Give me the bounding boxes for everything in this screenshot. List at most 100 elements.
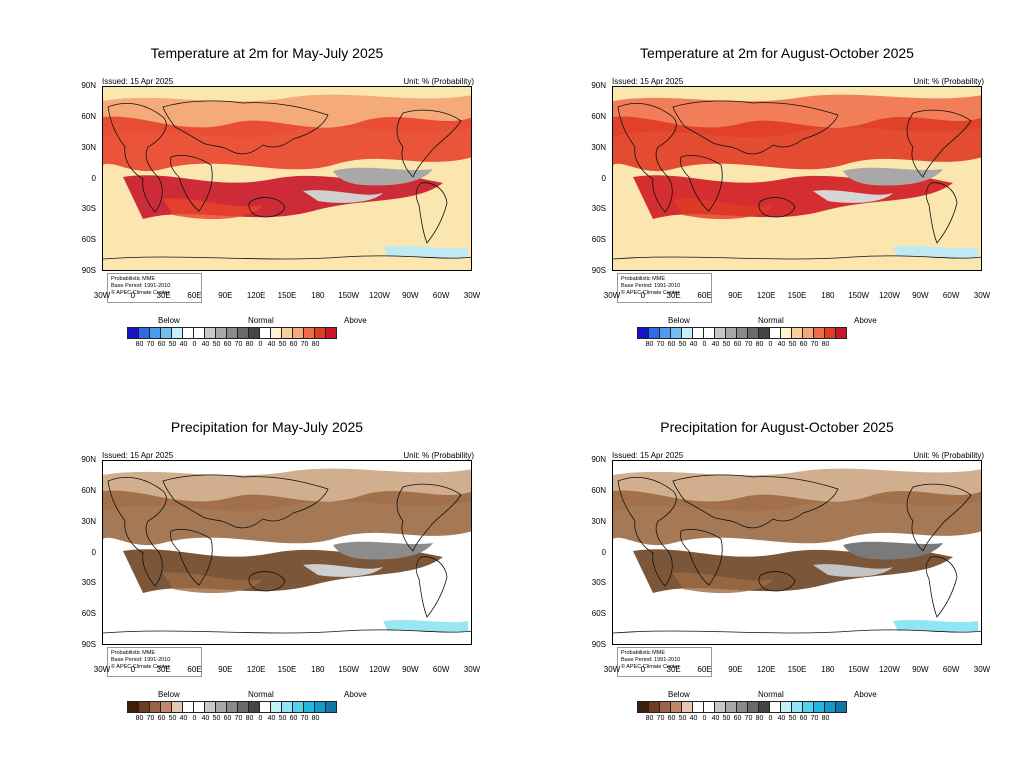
lat-label: 90N bbox=[591, 81, 606, 90]
colorbar-normal-label: Normal bbox=[248, 316, 274, 325]
colorbar-tick: 70 bbox=[146, 715, 155, 722]
colorbar-tick: 60 bbox=[223, 715, 232, 722]
colorbar-tick: 0 bbox=[768, 341, 773, 348]
lat-label: 0 bbox=[601, 547, 606, 557]
colorbar-normal-label: Normal bbox=[758, 316, 784, 325]
colorbar-tick: 40 bbox=[689, 715, 698, 722]
colorbar-normal-label: Normal bbox=[758, 690, 784, 699]
lon-label: 30E bbox=[666, 665, 681, 674]
colorbar-above-label: Above bbox=[854, 316, 877, 325]
colorbar-tick: 50 bbox=[788, 715, 797, 722]
colorbar-tick: 40 bbox=[777, 715, 786, 722]
colorbar-tick: 80 bbox=[645, 341, 654, 348]
lon-label: 180 bbox=[311, 665, 325, 674]
lon-label: 150W bbox=[848, 291, 870, 300]
colorbar-tick: 40 bbox=[711, 341, 720, 348]
colorbar-tick: 0 bbox=[702, 341, 707, 348]
lon-label: 150E bbox=[277, 665, 297, 674]
unit-label: Unit: % (Probability) bbox=[913, 451, 984, 460]
lon-label: 0 bbox=[130, 291, 136, 300]
issued-date: Issued: 15 Apr 2025 bbox=[102, 77, 174, 86]
legend-line-2: Base Period: 1991-2010 bbox=[111, 657, 171, 663]
colorbar-tick: 60 bbox=[667, 341, 676, 348]
colorbar-tick: 60 bbox=[157, 341, 166, 348]
lon-label: 150E bbox=[787, 291, 807, 300]
lon-label: 0 bbox=[640, 665, 646, 674]
colorbar-ticks: 80 70 60 50 40 0 40 50 60 70 80 0 40 50 60 70 80 bbox=[644, 341, 831, 348]
colorbar-tick: 60 bbox=[733, 715, 742, 722]
lon-label: 0 bbox=[130, 665, 136, 674]
colorbar-tick: 60 bbox=[799, 715, 808, 722]
colorbar-ticks: 80 70 60 50 40 0 40 50 60 70 80 0 40 50 60 70 80 bbox=[134, 341, 321, 348]
colorbar bbox=[637, 327, 847, 339]
panel-title: Precipitation for May-July 2025 bbox=[170, 419, 364, 435]
lon-label: 90E bbox=[728, 291, 743, 300]
lat-label: 30S bbox=[81, 578, 96, 588]
legend-line-3: © APEC Climate Center bbox=[111, 664, 170, 670]
colorbar-normal-label: Normal bbox=[248, 690, 274, 699]
colorbar-tick: 80 bbox=[135, 341, 144, 348]
legend-line-2: Base Period: 1991-2010 bbox=[621, 283, 681, 289]
lon-label: 30W bbox=[973, 291, 991, 300]
forecast-map bbox=[102, 460, 472, 645]
issued-date: Issued: 15 Apr 2025 bbox=[612, 77, 684, 86]
lon-label: 120E bbox=[756, 665, 776, 674]
colorbar-tick: 50 bbox=[722, 715, 731, 722]
unit-label: Unit: % (Probability) bbox=[913, 77, 984, 86]
lon-label: 30W bbox=[603, 665, 621, 674]
lon-label: 30W bbox=[603, 291, 621, 300]
legend-line-1: Probabilistic MME bbox=[111, 276, 156, 282]
colorbar-above-label: Above bbox=[854, 690, 877, 699]
colorbar-tick: 50 bbox=[168, 715, 177, 722]
colorbar-tick: 80 bbox=[245, 341, 254, 348]
lat-label: 60S bbox=[591, 235, 606, 245]
colorbar-tick: 50 bbox=[722, 341, 731, 348]
lat-label: 0 bbox=[601, 173, 606, 183]
colorbar-swatch bbox=[325, 327, 337, 339]
lat-label: 90N bbox=[81, 455, 96, 464]
colorbar-tick: 50 bbox=[212, 341, 221, 348]
lon-label: 180 bbox=[821, 291, 835, 300]
colorbar-tick: 40 bbox=[267, 341, 276, 348]
map-legend: Probabilistic MME Base Period: 1991-2010… bbox=[617, 647, 712, 677]
colorbar-below-label: Below bbox=[158, 316, 180, 325]
map-legend: Probabilistic MME Base Period: 1991-2010… bbox=[617, 273, 712, 303]
lon-label: 60W bbox=[432, 291, 450, 300]
lat-label: 30N bbox=[81, 142, 96, 152]
lon-label: 30W bbox=[463, 665, 481, 674]
legend-line-2: Base Period: 1991-2010 bbox=[111, 283, 171, 289]
colorbar-tick: 50 bbox=[168, 341, 177, 348]
lon-label: 180 bbox=[311, 291, 325, 300]
lat-label: 90S bbox=[591, 266, 606, 275]
lat-label: 90S bbox=[81, 266, 96, 275]
lon-label: 60E bbox=[187, 665, 202, 674]
colorbar-tick: 70 bbox=[744, 715, 753, 722]
lon-label: 90W bbox=[402, 665, 419, 674]
lon-label: 60W bbox=[942, 665, 960, 674]
colorbar-tick: 50 bbox=[788, 341, 797, 348]
lon-label: 150W bbox=[338, 291, 360, 300]
colorbar-tick: 80 bbox=[755, 341, 764, 348]
colorbar-tick: 0 bbox=[192, 341, 197, 348]
colorbar-below-label: Below bbox=[668, 316, 690, 325]
colorbar-tick: 70 bbox=[300, 715, 309, 722]
panel-title: Temperature at 2m for August-October 202… bbox=[640, 45, 914, 61]
colorbar-tick: 60 bbox=[289, 341, 298, 348]
lon-label: 90E bbox=[218, 291, 233, 300]
colorbar-tick: 60 bbox=[157, 715, 166, 722]
colorbar-tick: 0 bbox=[258, 715, 263, 722]
unit-label: Unit: % (Probability) bbox=[403, 77, 474, 86]
lat-label: 60N bbox=[591, 111, 606, 121]
lat-label: 60S bbox=[81, 235, 96, 245]
lat-label: 30N bbox=[81, 516, 96, 526]
panel-title: Precipitation for August-October 2025 bbox=[660, 419, 894, 435]
map-legend: Probabilistic MME Base Period: 1991-2010… bbox=[107, 273, 202, 303]
lat-label: 30S bbox=[591, 578, 606, 588]
lon-label: 120E bbox=[246, 291, 266, 300]
lon-label: 180 bbox=[821, 665, 835, 674]
lon-label: 120W bbox=[369, 291, 390, 300]
lat-label: 90S bbox=[81, 640, 96, 649]
colorbar-tick: 80 bbox=[755, 715, 764, 722]
colorbar-tick: 70 bbox=[810, 715, 819, 722]
colorbar-tick: 70 bbox=[234, 341, 243, 348]
